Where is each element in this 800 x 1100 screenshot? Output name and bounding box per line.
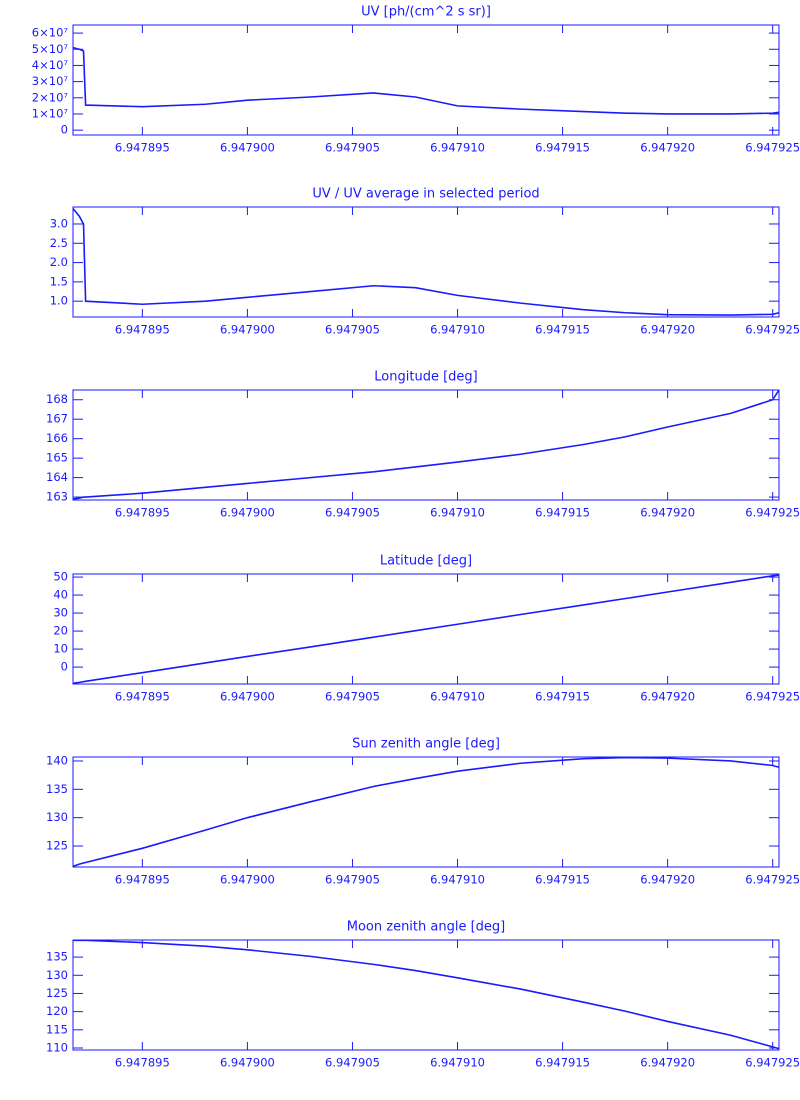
x-tick-label: 6.947910 xyxy=(430,690,485,704)
y-tick-label: 130 xyxy=(46,810,68,824)
x-tick-label: 6.947910 xyxy=(430,323,485,337)
x-tick-label: 6.947910 xyxy=(430,506,485,520)
panel-title: Moon zenith angle [deg] xyxy=(347,920,505,935)
x-tick-label: 6.947905 xyxy=(325,323,380,337)
y-tick-label: 20 xyxy=(53,624,68,638)
x-tick-label: 6.947920 xyxy=(640,506,695,520)
y-tick-label: 130 xyxy=(46,968,68,982)
x-tick-label: 6.947900 xyxy=(220,141,275,155)
y-tick-label: 2.0 xyxy=(50,255,68,269)
y-tick-label: 164 xyxy=(46,470,68,484)
x-tick-label: 6.947905 xyxy=(325,506,380,520)
panel-title: Latitude [deg] xyxy=(380,554,472,569)
plot-frame xyxy=(72,206,780,318)
y-tick-label: 125 xyxy=(46,839,68,853)
data-line xyxy=(72,574,780,685)
y-tick-label: 30 xyxy=(53,606,68,620)
y-tick-label: 2.5 xyxy=(50,236,68,250)
plot-frame xyxy=(72,389,780,501)
x-tick-label: 6.947905 xyxy=(325,873,380,887)
y-tick-label: 1.5 xyxy=(50,274,68,288)
x-tick-label: 6.947895 xyxy=(115,141,170,155)
data-line xyxy=(72,46,780,115)
x-tick-label: 6.947910 xyxy=(430,873,485,887)
plot-frame xyxy=(72,573,780,685)
y-tick-label: 4×10⁷ xyxy=(32,58,69,72)
panel-title: Sun zenith angle [deg] xyxy=(352,737,500,752)
y-tick-label: 5×10⁷ xyxy=(32,42,69,56)
y-tick-label: 125 xyxy=(46,986,68,1000)
x-tick-label: 6.947895 xyxy=(115,873,170,887)
y-tick-label: 120 xyxy=(46,1004,68,1018)
x-tick-label: 6.947895 xyxy=(115,1056,170,1070)
x-tick-label: 6.947900 xyxy=(220,690,275,704)
y-tick-label: 2×10⁷ xyxy=(32,90,69,104)
y-tick-label: 3.0 xyxy=(50,216,68,230)
y-tick-label: 115 xyxy=(46,1022,68,1036)
x-tick-label: 6.947925 xyxy=(745,690,800,704)
data-line xyxy=(72,756,780,868)
x-tick-label: 6.947925 xyxy=(745,873,800,887)
y-tick-label: 40 xyxy=(53,588,68,602)
y-tick-label: 6×10⁷ xyxy=(32,26,69,40)
y-tick-label: 1.0 xyxy=(50,294,68,308)
y-tick-label: 135 xyxy=(46,950,68,964)
plot-frame xyxy=(72,939,780,1051)
data-line xyxy=(73,939,780,1050)
x-tick-label: 6.947925 xyxy=(745,141,800,155)
x-tick-label: 6.947925 xyxy=(745,506,800,520)
panel-title: Longitude [deg] xyxy=(374,370,477,385)
y-tick-label: 0 xyxy=(61,123,68,137)
x-tick-label: 6.947920 xyxy=(640,323,695,337)
y-tick-label: 167 xyxy=(46,412,68,426)
y-tick-label: 110 xyxy=(46,1041,68,1055)
y-tick-label: 135 xyxy=(46,782,68,796)
x-tick-label: 6.947920 xyxy=(640,141,695,155)
x-tick-label: 6.947905 xyxy=(325,141,380,155)
x-tick-label: 6.947905 xyxy=(325,1056,380,1070)
data-line xyxy=(72,389,780,500)
x-tick-label: 6.947905 xyxy=(325,690,380,704)
plot-frame xyxy=(72,24,780,136)
x-tick-label: 6.947900 xyxy=(220,506,275,520)
x-tick-label: 6.947915 xyxy=(535,873,590,887)
x-tick-label: 6.947910 xyxy=(430,1056,485,1070)
x-tick-label: 6.947915 xyxy=(535,141,590,155)
y-tick-label: 163 xyxy=(46,490,68,504)
y-tick-label: 3×10⁷ xyxy=(32,74,69,88)
x-tick-label: 6.947895 xyxy=(115,506,170,520)
y-tick-label: 10 xyxy=(53,642,68,656)
x-tick-label: 6.947915 xyxy=(535,506,590,520)
x-tick-label: 6.947925 xyxy=(745,323,800,337)
x-tick-label: 6.947900 xyxy=(220,1056,275,1070)
y-tick-label: 1×10⁷ xyxy=(32,106,69,120)
x-tick-label: 6.947925 xyxy=(745,1056,800,1070)
x-tick-label: 6.947915 xyxy=(535,1056,590,1070)
x-tick-label: 6.947895 xyxy=(115,323,170,337)
y-tick-label: 168 xyxy=(46,392,68,406)
panel-title: UV / UV average in selected period xyxy=(312,187,539,202)
x-tick-label: 6.947920 xyxy=(640,690,695,704)
x-tick-label: 6.947915 xyxy=(535,323,590,337)
data-line xyxy=(72,208,780,316)
y-tick-label: 166 xyxy=(46,431,68,445)
panel-title: UV [ph/(cm^2 s sr)] xyxy=(361,5,491,20)
x-tick-label: 6.947895 xyxy=(115,690,170,704)
y-tick-label: 50 xyxy=(53,570,68,584)
y-tick-label: 0 xyxy=(61,660,68,674)
x-tick-label: 6.947920 xyxy=(640,873,695,887)
y-tick-label: 140 xyxy=(46,753,68,767)
plot-frame xyxy=(72,756,780,868)
x-tick-label: 6.947900 xyxy=(220,323,275,337)
x-tick-label: 6.947915 xyxy=(535,690,590,704)
x-tick-label: 6.947910 xyxy=(430,141,485,155)
x-tick-label: 6.947900 xyxy=(220,873,275,887)
x-tick-label: 6.947920 xyxy=(640,1056,695,1070)
y-tick-label: 165 xyxy=(46,451,68,465)
